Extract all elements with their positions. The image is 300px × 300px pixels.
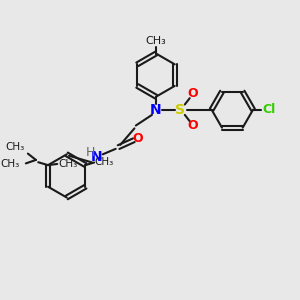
Text: O: O	[187, 87, 198, 100]
Text: N: N	[91, 150, 103, 164]
Text: O: O	[187, 119, 198, 132]
Text: CH₃: CH₃	[58, 159, 77, 169]
Text: CH₃: CH₃	[95, 157, 114, 167]
Text: CH₃: CH₃	[6, 142, 25, 152]
Text: Cl: Cl	[262, 103, 275, 116]
Text: H: H	[86, 146, 95, 158]
Text: CH₃: CH₃	[1, 159, 20, 169]
Text: O: O	[132, 132, 142, 145]
Text: N: N	[150, 103, 162, 117]
Text: CH₃: CH₃	[146, 36, 167, 46]
Text: S: S	[176, 103, 185, 117]
